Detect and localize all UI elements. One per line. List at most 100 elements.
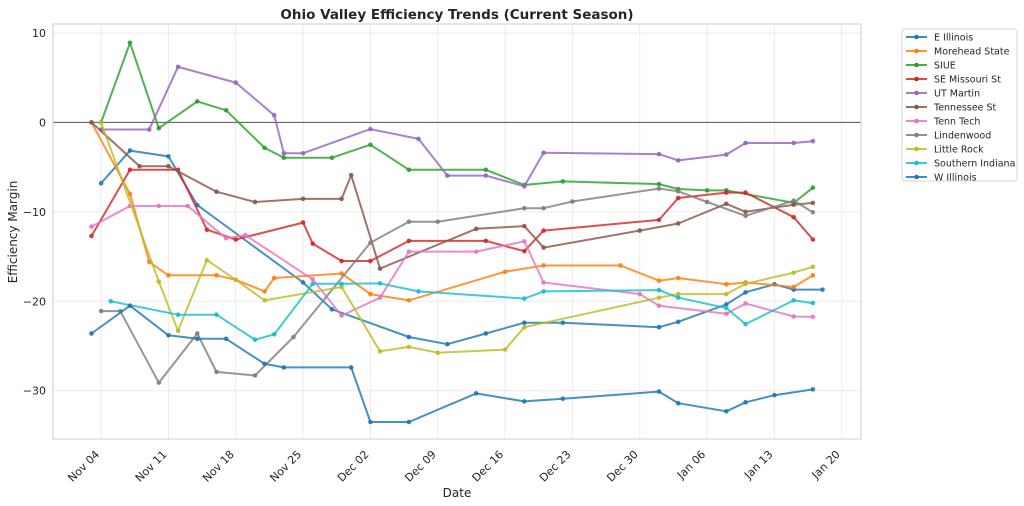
data-point-tenn-tech: [791, 314, 796, 319]
data-point-w-illinois: [89, 331, 94, 336]
data-point-southern-indiana: [675, 295, 681, 300]
data-point-tenn-tech: [185, 203, 190, 209]
data-point-se-missouri-st: [656, 217, 662, 223]
data-point-tennessee-st: [214, 189, 219, 194]
legend-marker: [914, 76, 919, 82]
data-point-e-illinois: [98, 180, 104, 186]
legend-item-little-rock: Little Rock: [906, 145, 984, 156]
y-axis-label: Efficiency Margin: [6, 181, 20, 284]
series-layer: [89, 40, 825, 425]
series-se-missouri-st: [89, 167, 816, 264]
series-line-e-illinois: [100, 149, 823, 346]
legend-marker: [914, 34, 919, 40]
legend-items: E Illinois Morehead State SIUE SE Missouri …: [906, 33, 1015, 184]
data-point-se-missouri-st: [127, 167, 133, 173]
data-point-se-missouri-st: [204, 227, 210, 233]
data-point-morehead-state: [339, 271, 344, 276]
data-point-southern-indiana: [791, 298, 796, 303]
data-point-morehead-state: [127, 191, 133, 197]
data-point-ut-martin: [281, 150, 287, 156]
data-point-morehead-state: [214, 273, 219, 278]
legend-item-siue: SIUE: [906, 61, 956, 72]
legend-marker: [914, 132, 919, 138]
legend-label: E Illinois: [934, 33, 973, 44]
data-point-little-rock: [810, 264, 816, 270]
legend-marker: [914, 62, 919, 68]
data-point-w-illinois: [743, 400, 748, 405]
data-point-little-rock: [724, 291, 729, 297]
data-point-tenn-tech: [724, 311, 729, 317]
data-point-morehead-state: [675, 275, 681, 281]
data-point-w-illinois: [166, 332, 171, 338]
data-point-tenn-tech: [637, 291, 643, 297]
data-point-lindenwood: [675, 188, 681, 194]
data-point-little-rock: [98, 120, 104, 125]
data-point-e-illinois: [127, 148, 133, 153]
data-point-morehead-state: [262, 289, 267, 294]
data-point-siue: [156, 125, 162, 131]
data-point-se-missouri-st: [724, 190, 729, 195]
legend-label: Southern Indiana: [934, 159, 1015, 170]
data-point-little-rock: [204, 257, 210, 263]
legend-item-tenn-tech: Tenn Tech: [906, 117, 980, 128]
data-point-little-rock: [406, 344, 412, 350]
data-point-ut-martin: [724, 152, 729, 157]
series-tenn-tech: [89, 203, 816, 320]
data-point-lindenwood: [98, 308, 104, 314]
series-siue: [98, 40, 816, 206]
data-point-tenn-tech: [243, 232, 248, 238]
data-point-e-illinois: [445, 341, 450, 347]
data-point-ut-martin: [541, 150, 546, 156]
data-point-siue: [329, 155, 335, 161]
data-point-e-illinois: [743, 290, 748, 295]
data-point-lindenwood: [214, 369, 219, 375]
x-axis-label: Date: [443, 486, 472, 500]
data-point-ut-martin: [175, 64, 181, 70]
data-point-ut-martin: [522, 184, 527, 189]
data-point-siue: [127, 40, 133, 46]
data-point-siue: [194, 99, 200, 104]
data-point-w-illinois: [772, 392, 777, 398]
data-point-siue: [656, 181, 662, 187]
legend-marker: [914, 90, 919, 96]
data-point-tenn-tech: [377, 295, 383, 300]
legend-label: SIUE: [934, 61, 956, 72]
series-e-illinois: [98, 148, 825, 347]
data-point-morehead-state: [724, 281, 729, 287]
data-point-ut-martin: [445, 173, 450, 178]
data-point-tenn-tech: [522, 239, 527, 244]
data-point-w-illinois: [262, 361, 267, 367]
y-tick-label: −30: [23, 385, 46, 398]
data-point-ut-martin: [483, 173, 489, 178]
data-point-little-rock: [262, 298, 267, 303]
data-point-se-missouri-st: [541, 228, 546, 233]
data-point-w-illinois: [656, 389, 662, 394]
data-point-w-illinois: [724, 408, 729, 414]
data-point-ut-martin: [743, 140, 748, 146]
data-point-ut-martin: [656, 151, 662, 157]
legend-item-w-illinois: W Illinois: [906, 173, 977, 184]
data-point-southern-indiana: [339, 281, 344, 287]
data-point-e-illinois: [675, 319, 681, 325]
data-point-tenn-tech: [656, 303, 662, 309]
data-point-little-rock: [502, 347, 508, 352]
legend-label: Tenn Tech: [933, 117, 980, 128]
data-point-morehead-state: [166, 273, 171, 278]
legend-item-tennessee-st: Tennessee St: [906, 103, 997, 114]
data-point-southern-indiana: [252, 337, 258, 343]
data-point-tennessee-st: [791, 202, 796, 207]
data-point-e-illinois: [300, 280, 306, 285]
data-point-tenn-tech: [310, 277, 316, 282]
data-point-southern-indiana: [656, 287, 662, 293]
data-point-tennessee-st: [377, 266, 383, 271]
data-point-southern-indiana: [724, 305, 729, 311]
data-point-morehead-state: [368, 291, 373, 297]
legend-marker: [914, 160, 919, 166]
legend-marker: [914, 174, 919, 180]
data-point-tennessee-st: [300, 196, 306, 202]
data-point-ut-martin: [300, 150, 306, 156]
data-point-w-illinois: [810, 387, 816, 392]
data-point-southern-indiana: [522, 296, 527, 301]
data-point-ut-martin: [416, 136, 421, 142]
